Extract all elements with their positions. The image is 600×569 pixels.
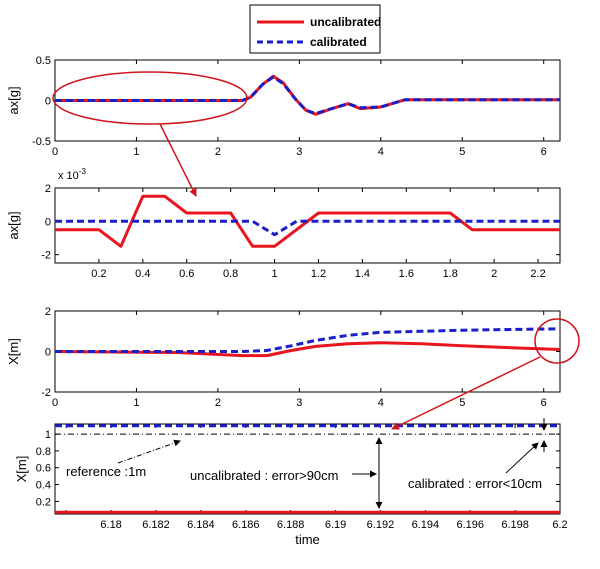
y-tick-label: -0.5 — [32, 136, 51, 148]
y-tick-label: 1 — [45, 429, 51, 441]
x-tick-label: 6.18 — [100, 519, 121, 531]
plot-position-zoom: 6.18 6.182 6.184 6.186 6.188 6.19 6.192 6.194 6.… — [14, 423, 568, 547]
legend: uncalibrated calibrated — [249, 4, 381, 54]
y-tick-label: 0.6 — [36, 463, 51, 475]
plot-area-1 — [54, 187, 561, 264]
x-tick-label: 1.8 — [443, 268, 458, 280]
x-tick-label: 6 — [541, 146, 547, 158]
x-tick-label: 6.196 — [456, 519, 484, 531]
zoom-region-circle — [534, 318, 580, 364]
reference-annotation: reference :1m — [66, 464, 146, 479]
zoom-region-ellipse — [52, 71, 248, 125]
x-tick-label: 6.194 — [412, 519, 440, 531]
x-tick-label: 6 — [541, 397, 547, 409]
x-tick-label: 3 — [296, 146, 302, 158]
x-tick-label: 0 — [52, 397, 58, 409]
x-tick-label: 5 — [459, 397, 465, 409]
series-line-calibrated — [55, 219, 560, 237]
x-tick-label: 1.4 — [355, 268, 370, 280]
x-tick-label: 6.192 — [367, 519, 395, 531]
calibrated-error-pointer — [505, 442, 539, 474]
x-tick-label: 0.2 — [91, 268, 106, 280]
y-tick-label: 0.5 — [36, 55, 51, 67]
zoom-arrow-top — [159, 123, 197, 197]
reference-arrow — [117, 439, 181, 464]
x-tick-label: 6.2 — [552, 519, 567, 531]
x-tick-label: 1 — [133, 146, 139, 158]
x-tick-label: 6.182 — [142, 519, 170, 531]
x-tick-label: 2 — [491, 268, 497, 280]
x-tick-label: 1.2 — [311, 268, 326, 280]
y-axis-label: ax[g] — [6, 211, 21, 239]
x-tick-label: 1.6 — [399, 268, 414, 280]
legend-label-uncalibrated: uncalibrated — [310, 15, 381, 29]
y-tick-label: 0.4 — [36, 480, 51, 492]
x-tick-label: 6.184 — [187, 519, 215, 531]
annotations: reference :1m uncalibrated : error>90cm … — [66, 418, 548, 509]
x-tick-label: 2 — [215, 397, 221, 409]
x-tick-label: 3 — [296, 397, 302, 409]
y-tick-label: 2 — [45, 183, 51, 195]
x-axis-label: time — [295, 532, 320, 547]
y-axis-label: X[m] — [6, 338, 21, 365]
x-tick-label: 2.2 — [530, 268, 545, 280]
x-tick-label: 1 — [133, 397, 139, 409]
series-line-calibrated — [55, 75, 560, 115]
x-tick-label: 2 — [215, 146, 221, 158]
y-tick-label: 2 — [45, 306, 51, 318]
y-tick-label: 0 — [45, 347, 51, 359]
y-tick-label: -2 — [41, 387, 51, 399]
y-tick-label: 0 — [45, 216, 51, 228]
series-line-uncalibrated — [55, 194, 560, 248]
x-tick-label: 0.4 — [135, 268, 150, 280]
y-tick-label: 0.2 — [36, 496, 51, 508]
x-tick-label: 4 — [378, 397, 384, 409]
zoom-arrow-bottom — [391, 356, 541, 430]
plot-area-3 — [54, 423, 561, 515]
y-tick-label: 0 — [45, 96, 51, 108]
x-tick-label: 4 — [378, 146, 384, 158]
y-tick-label: 0.8 — [36, 446, 51, 458]
y-axis-label: ax[g] — [6, 86, 21, 114]
series-line-calibrated — [55, 327, 560, 353]
x-tick-label: 1 — [272, 268, 278, 280]
x-tick-label: 6.19 — [325, 519, 346, 531]
plot-ax-zoom: 0.2 0.4 0.6 0.8 1 1.2 1.4 1.6 1.8 2 2.2 -2 0 2 ax[g] — [6, 183, 561, 280]
series-line-uncalibrated — [55, 341, 560, 358]
plot-ax-full: 0 1 2 3 4 5 6-0.500.5ax[g] — [6, 55, 561, 158]
x-tick-label: 0.8 — [223, 268, 238, 280]
x-tick-label: 0.6 — [179, 268, 194, 280]
x-tick-label: 5 — [459, 146, 465, 158]
x-tick-label: 6.186 — [232, 519, 260, 531]
x-tick-label: 6.198 — [501, 519, 529, 531]
y-tick-label: -2 — [41, 250, 51, 262]
x-tick-label: 6.188 — [277, 519, 305, 531]
y-axis-label: X[m] — [14, 456, 29, 483]
calibrated-error-annotation: calibrated : error<10cm — [408, 476, 542, 491]
x-tick-label: 0 — [52, 146, 58, 158]
exponent-label: x 10-3 — [58, 167, 86, 182]
legend-label-calibrated: calibrated — [310, 35, 367, 49]
uncalibrated-error-annotation: uncalibrated : error>90cm — [190, 468, 339, 483]
legend-box — [249, 4, 381, 54]
